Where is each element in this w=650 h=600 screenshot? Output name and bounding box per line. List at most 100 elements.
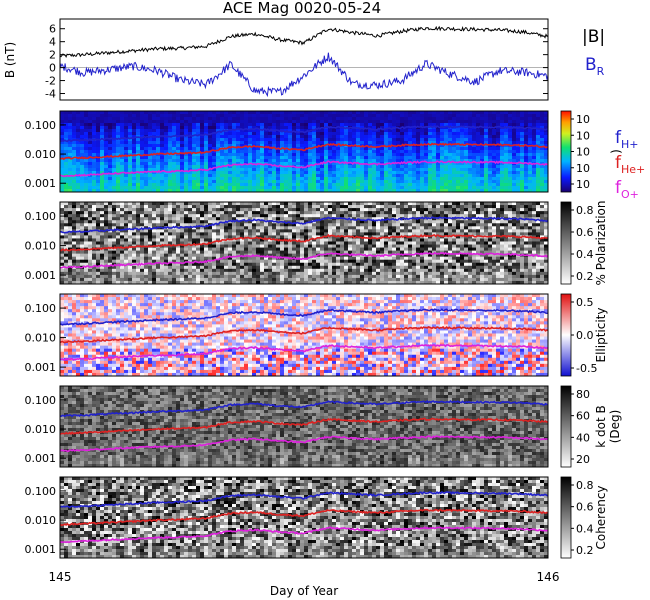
spectrogram-cell <box>320 135 325 139</box>
spectrogram-cell <box>144 265 149 270</box>
spectrogram-cell <box>288 226 293 230</box>
spectrogram-cell <box>460 165 465 169</box>
spectrogram-cell <box>208 189 213 193</box>
spectrogram-cell <box>500 189 505 193</box>
spectrogram-cell <box>412 135 417 139</box>
spectrogram-cell <box>304 268 309 273</box>
spectrogram-cell <box>76 220 81 224</box>
spectrogram-cell <box>328 165 333 169</box>
spectrogram-cell <box>232 174 237 178</box>
spectrogram-cell <box>528 180 533 184</box>
spectrogram-cell <box>140 114 145 118</box>
spectrogram-cell <box>120 235 125 239</box>
spectrogram-cell <box>228 229 233 233</box>
spectrogram-cell <box>72 123 77 127</box>
spectrogram-cell <box>228 159 233 163</box>
spectrogram-cell <box>468 114 473 118</box>
spectrogram-cell <box>216 211 221 215</box>
spectrogram-cell <box>176 111 181 115</box>
spectrogram-cell <box>120 165 125 169</box>
spectrogram-cell <box>392 141 397 145</box>
spectrogram-cell <box>116 277 121 282</box>
spectrogram-cell <box>200 205 205 209</box>
spectrogram-cell <box>232 211 237 215</box>
spectrogram-cell <box>384 138 389 142</box>
spectrogram-cell <box>328 189 333 193</box>
spectrogram-cell <box>216 177 221 181</box>
spectrogram-cell <box>264 174 269 178</box>
spectrogram-cell <box>224 171 229 175</box>
spectrogram-cell <box>340 189 345 193</box>
spectrogram-cell <box>452 159 457 163</box>
spectrogram-cell <box>116 135 121 139</box>
spectrogram-cell <box>196 244 201 248</box>
spectrogram-cell <box>240 156 245 160</box>
spectrogram-cell <box>292 183 297 187</box>
spectrogram-cell <box>496 189 501 193</box>
spectrogram-cell <box>128 256 133 261</box>
spectrogram-cell <box>188 235 193 239</box>
spectrogram-cell <box>104 132 109 136</box>
spectrogram-cell <box>180 123 185 127</box>
spectrogram-cell <box>96 150 101 154</box>
spectrogram-cell <box>148 129 153 133</box>
spectrogram-cell <box>260 111 265 115</box>
spectrogram-cell <box>76 183 81 187</box>
spectrogram-cell <box>68 162 73 166</box>
spectrogram-cell <box>76 253 81 258</box>
spectrogram-cell <box>80 259 85 264</box>
spectrogram-cell <box>272 202 277 206</box>
spectrogram-cell <box>144 229 149 233</box>
spectrogram-cell <box>244 259 249 264</box>
spectrogram-cell <box>160 171 165 175</box>
spectrogram-cell <box>244 189 249 193</box>
spectrogram-cell <box>64 153 69 157</box>
spectrogram-cell <box>484 186 489 190</box>
spectrogram-cell <box>260 114 265 118</box>
spectrogram-cell <box>408 171 413 175</box>
spectrogram-cell <box>192 171 197 175</box>
spectrogram-cell <box>216 220 221 224</box>
spectrogram-cell <box>208 220 213 224</box>
spectrogram-cell <box>156 162 161 166</box>
spectrogram-cell <box>528 168 533 172</box>
spectrogram-cell <box>448 132 453 136</box>
spectrogram-cell <box>328 159 333 163</box>
spectrogram-cell <box>240 162 245 166</box>
spectrogram-cell <box>520 168 525 172</box>
spectrogram-cell <box>288 189 293 193</box>
spectrogram-cell <box>128 159 133 163</box>
spectrogram-cell <box>200 189 205 193</box>
spectrogram-cell <box>276 111 281 115</box>
spectrogram-cell <box>268 141 273 145</box>
spectrogram-cell <box>104 280 109 285</box>
spectrogram-cell <box>88 159 93 163</box>
spectrogram-cell <box>296 214 301 218</box>
spectrogram-cell <box>424 180 429 184</box>
spectrogram-cell <box>168 232 173 236</box>
spectrogram-cell <box>424 159 429 163</box>
spectrogram-cell <box>292 171 297 175</box>
spectrogram-cell <box>396 138 401 142</box>
spectrogram-cell <box>188 205 193 209</box>
spectrogram-cell <box>168 141 173 145</box>
spectrogram-cell <box>236 159 241 163</box>
spectrogram-cell <box>200 235 205 239</box>
spectrogram-cell <box>132 205 137 209</box>
spectrogram-cell <box>432 171 437 175</box>
spectrogram-cell <box>300 138 305 142</box>
spectrogram-cell <box>228 120 233 124</box>
spectrogram-cell <box>240 205 245 209</box>
spectrogram-cell <box>336 180 341 184</box>
spectrogram-cell <box>304 171 309 175</box>
spectrogram-cell <box>100 180 105 184</box>
spectrogram-cell <box>156 180 161 184</box>
spectrogram-cell <box>60 111 65 115</box>
spectrogram-cell <box>168 259 173 264</box>
spectrogram-cell <box>392 189 397 193</box>
spectrogram-cell <box>84 165 89 169</box>
spectrogram-cell <box>432 162 437 166</box>
spectrogram-cell <box>196 135 201 139</box>
spectrogram-cell <box>512 189 517 193</box>
spectrogram-cell <box>364 189 369 193</box>
